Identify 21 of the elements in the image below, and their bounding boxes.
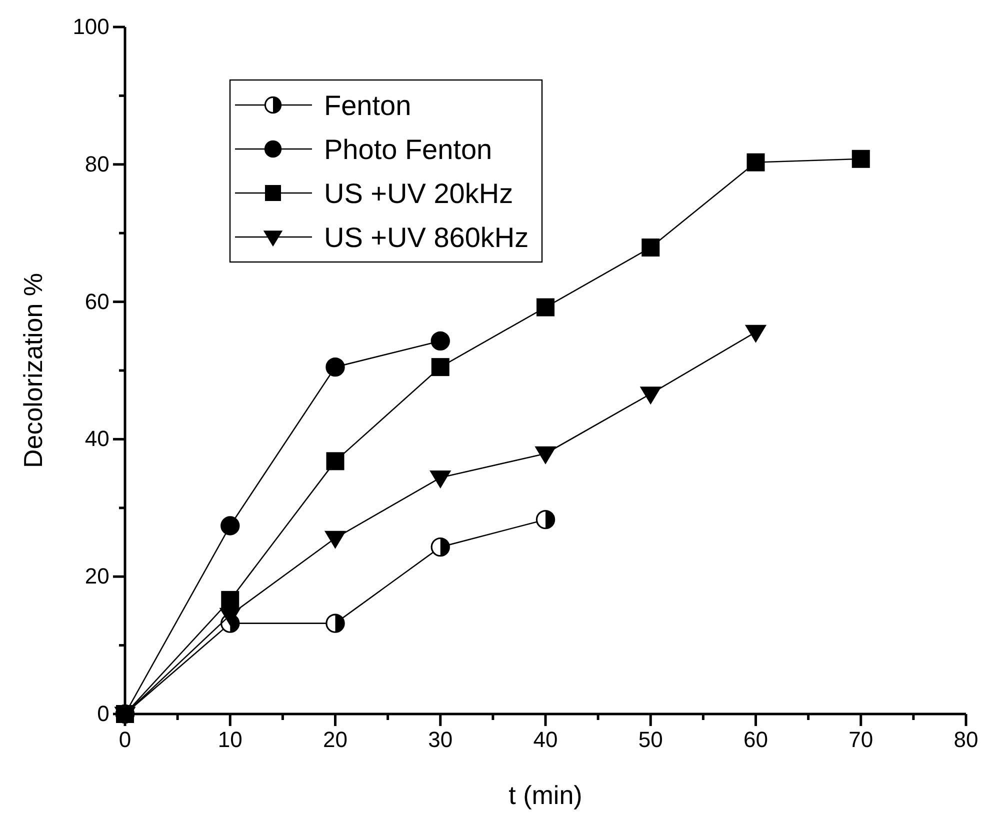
x-tick-label: 40 [533,727,558,752]
x-tick-label: 60 [744,727,768,752]
legend-label: Photo Fenton [324,134,492,165]
x-tick-label: 50 [638,727,663,752]
legend-label: US +UV 20kHz [324,178,514,209]
y-tick-label: 80 [84,151,110,176]
x-axis-title: t (min) [508,780,582,810]
x-tick-label: 30 [428,727,453,752]
x-tick-label: 0 [118,727,132,752]
x-tick-label: 80 [954,727,978,752]
y-tick-label: 40 [84,426,110,452]
y-tick-label: 20 [84,564,110,589]
legend-label: US +UV 860kHz [324,222,529,253]
y-tick-label: 100 [72,14,110,40]
x-tick-label: 10 [218,727,242,752]
x-tick-label: 70 [848,727,874,752]
y-axis-title: Decolorization % [18,272,48,468]
y-tick-label: 0 [97,701,110,726]
y-tick-label: 60 [84,288,110,314]
legend-label: Fenton [324,90,412,121]
x-tick-label: 20 [323,727,348,752]
